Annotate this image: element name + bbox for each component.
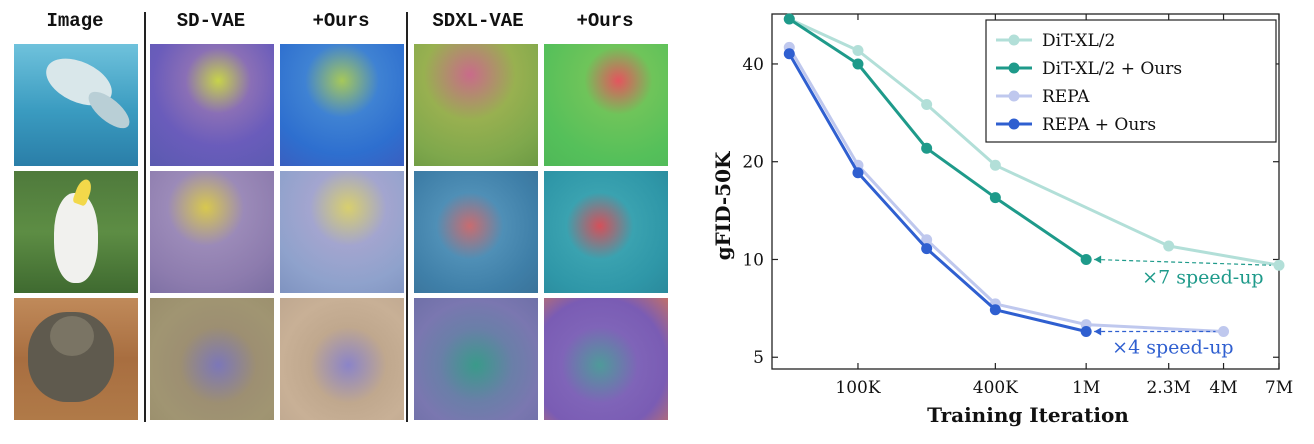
arrowhead-teal [1094,255,1102,264]
sd-ours-feature-cat [280,298,404,420]
repa-ours-point [1080,326,1092,338]
x-tick-label: 7M [1265,378,1293,398]
speedup-label-teal: ×7 speed-up [1142,266,1263,288]
feature-visualization-grid: Image SD-VAE +Ours SDXL-VAE +Ours [14,10,668,422]
dit-ours-point [783,13,795,25]
repa-point [1218,326,1230,338]
y-tick-label: 40 [742,55,764,75]
x-tick-label: 100K [835,378,880,398]
sdxl-vae-feature-cockatoo [414,171,538,293]
dit-ours-point [852,58,864,70]
sdxl-ours-feature-cockatoo [544,171,668,293]
speedup-label-blue: ×4 speed-up [1112,337,1233,359]
chart-svg: 100K 400K 1M 2.3M 4M 7M 5 10 20 40 ×7 speed-up ×4 … [711,13,1293,427]
y-tick-label: 5 [753,348,764,368]
series-group [783,13,1285,338]
arrowhead-blue [1094,327,1102,336]
gfid-chart: 100K 400K 1M 2.3M 4M 7M 5 10 20 40 ×7 speed-up ×4 … [690,0,1314,440]
x-axis-label: Training Iteration [927,403,1129,427]
column-header-image: Image [46,10,104,32]
sdxl-ours-feature-shark [544,44,668,166]
dit-line [788,17,1280,267]
image-shark [14,44,138,166]
legend-entry-label: DiT-XL/2 + Ours [1042,59,1182,79]
sd-ours-feature-cockatoo [280,171,404,293]
dit-ours-point [1080,253,1092,265]
annotations: ×7 speed-up ×4 speed-up [1094,255,1272,359]
repa-ours-point [783,48,795,60]
sd-vae-feature-shark [150,44,274,166]
legend-entry-label: REPA + Ours [1042,115,1156,135]
column-header-sd-vae: SD-VAE [176,10,246,32]
sdxl-vae-feature-shark [414,44,538,166]
sd-vae-feature-cat [150,298,274,420]
legend-swatch-marker [1008,90,1020,102]
legend-entry-label: DiT-XL/2 [1042,31,1115,51]
sd-vae-feature-cockatoo [150,171,274,293]
repa-ours-point [989,304,1001,316]
column-separator [406,12,408,422]
x-tick-label: 400K [973,378,1018,398]
sdxl-ours-feature-cat [544,298,668,420]
legend-box [985,19,1277,143]
x-tick-label: 1M [1072,378,1100,398]
dit-ours-point [921,142,933,154]
repa-ours-point [852,167,864,179]
dit-ours-point [989,192,1001,204]
column-separator [144,12,146,422]
repa-ours-point [921,243,933,255]
repa-line [788,46,1224,333]
plot-frame [771,13,1280,370]
dit-point [989,159,1001,171]
legend-entry-label: REPA [1042,87,1090,107]
repa-point [921,234,933,246]
sdxl-vae-feature-cat [414,298,538,420]
x-tick-label: 4M [1209,378,1237,398]
y-axis-label: gFID-50K [711,151,735,260]
column-header-sdxl-vae: SDXL-VAE [432,10,524,32]
y-tick-label: 20 [742,153,764,173]
legend-swatch-marker [1008,62,1020,74]
column-header-sd-ours: +Ours [312,10,370,32]
image-cat [14,298,138,420]
dit-point [1163,240,1175,252]
y-tick-label: 10 [742,250,764,270]
speedup-arrow-teal [1094,258,1272,266]
dit-point [852,45,864,57]
sd-ours-feature-shark [280,44,404,166]
dit-point [921,99,933,111]
legend: DiT-XL/2 DiT-XL/2 + Ours REPA REPA + Ours [985,19,1277,143]
legend-swatch-marker [1008,34,1020,46]
column-header-sdxl-ours: +Ours [576,10,634,32]
dit-point [1273,259,1285,271]
axis-ticks: 100K 400K 1M 2.3M 4M 7M 5 10 20 40 [742,14,1293,398]
legend-swatch-marker [1008,118,1020,130]
x-tick-label: 2.3M [1146,378,1190,398]
image-cockatoo [14,171,138,293]
